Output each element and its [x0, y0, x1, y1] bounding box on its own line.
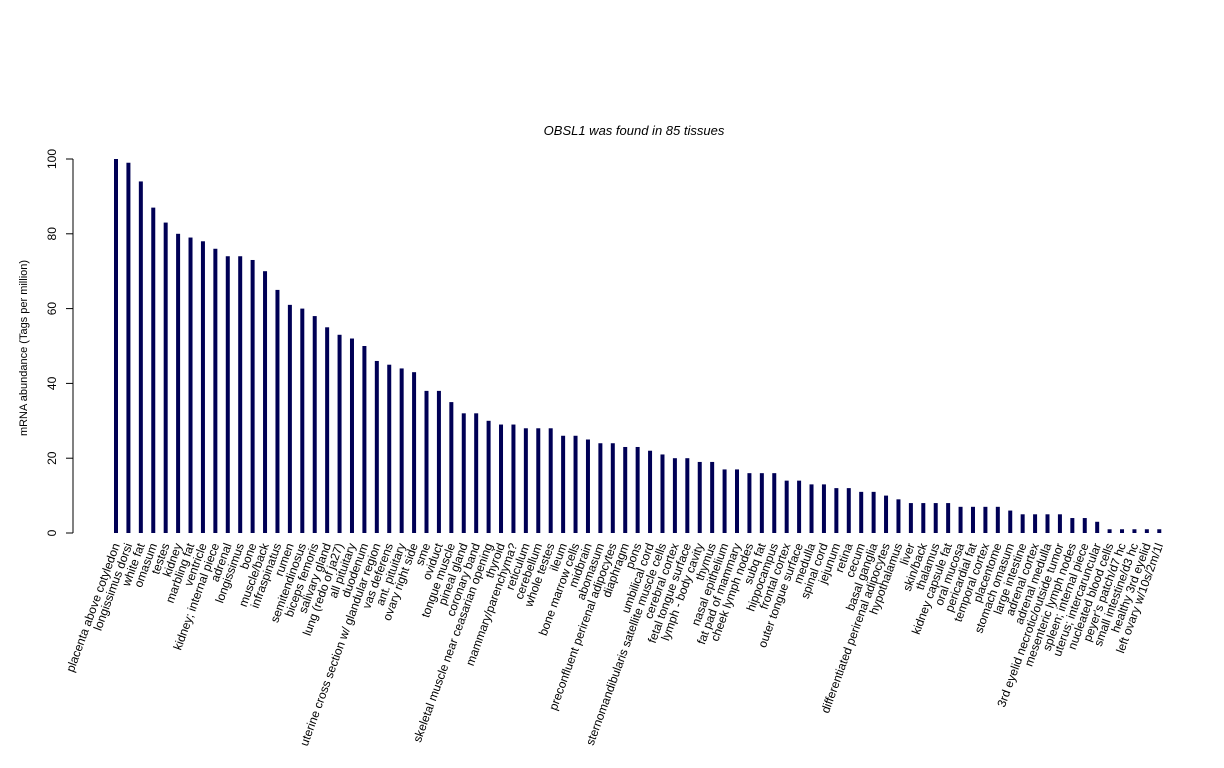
bar — [349, 338, 354, 533]
bar — [263, 271, 268, 533]
bar — [325, 327, 330, 533]
y-axis: 0 20 40 60 80 100 — [45, 149, 74, 536]
bar — [337, 334, 342, 533]
bar — [797, 480, 802, 533]
bar — [846, 488, 851, 533]
bar — [859, 491, 864, 533]
bar — [138, 181, 143, 533]
bar — [784, 480, 789, 533]
bar — [387, 364, 392, 533]
bar — [424, 390, 429, 533]
bar — [685, 458, 690, 533]
bar — [635, 446, 640, 533]
y-axis-label: mRNA abundance (Tags per million) — [18, 260, 30, 436]
bar — [436, 390, 441, 533]
bar — [933, 503, 938, 533]
bar — [759, 473, 764, 533]
bar — [1082, 518, 1087, 533]
bar — [710, 461, 715, 533]
bar — [362, 346, 367, 533]
bar — [1120, 529, 1125, 533]
bar — [275, 289, 280, 533]
bar — [188, 237, 193, 534]
bar — [1008, 510, 1013, 533]
y-tick-label: 60 — [45, 302, 59, 316]
y-tick-label: 100 — [45, 149, 59, 169]
bar — [1033, 514, 1038, 533]
bar — [772, 473, 777, 533]
bar — [821, 484, 826, 533]
bar — [176, 233, 181, 534]
bar — [548, 428, 553, 533]
bar — [1107, 529, 1112, 533]
bar — [287, 304, 292, 533]
bar — [523, 428, 528, 533]
bar — [1157, 529, 1162, 533]
bar — [834, 488, 839, 533]
bar — [412, 372, 417, 533]
bar — [151, 207, 156, 533]
bar — [486, 420, 491, 533]
y-tick-label: 80 — [45, 227, 59, 241]
chart-title: OBSL1 was found in 85 tissues — [544, 123, 725, 138]
bar — [1132, 529, 1137, 533]
bar — [983, 506, 988, 533]
y-tick-label: 40 — [45, 376, 59, 390]
bar — [958, 506, 963, 533]
bar — [585, 439, 590, 533]
bar — [660, 454, 665, 533]
y-tick-label: 20 — [45, 451, 59, 465]
bar — [374, 360, 379, 533]
bar — [1095, 521, 1100, 533]
bar — [623, 446, 628, 533]
bar — [1070, 518, 1075, 533]
bar — [536, 428, 541, 533]
bar — [213, 248, 218, 533]
y-tick-label: 0 — [45, 529, 59, 536]
bar — [722, 469, 727, 533]
bar — [499, 424, 504, 533]
bar — [995, 506, 1000, 533]
bar — [896, 499, 901, 533]
bar — [697, 461, 702, 533]
bar — [163, 222, 168, 533]
bar — [610, 443, 615, 533]
bar — [300, 308, 305, 533]
bar — [200, 241, 205, 533]
bar — [126, 162, 131, 534]
bar — [561, 435, 566, 533]
bar — [735, 469, 739, 533]
bar — [573, 435, 578, 533]
bar — [238, 256, 243, 533]
bar — [474, 413, 479, 533]
bar — [225, 256, 230, 533]
bars — [114, 159, 1162, 534]
bar — [970, 506, 975, 533]
bar — [511, 424, 516, 533]
bar — [449, 402, 454, 533]
bar — [1045, 514, 1050, 533]
bar — [250, 259, 255, 533]
bar — [648, 450, 653, 533]
bar — [1057, 514, 1062, 533]
bar — [747, 473, 752, 533]
bar — [871, 491, 876, 533]
bar — [946, 503, 951, 533]
bar — [809, 484, 814, 533]
bar — [921, 503, 926, 533]
bar — [1144, 529, 1149, 533]
bar — [1020, 514, 1025, 533]
bar — [908, 503, 913, 533]
bar — [399, 368, 404, 533]
bar — [598, 443, 603, 533]
bar — [114, 159, 118, 533]
bar — [672, 458, 677, 533]
bar — [884, 495, 889, 533]
bar — [312, 316, 317, 533]
bar — [461, 413, 466, 533]
